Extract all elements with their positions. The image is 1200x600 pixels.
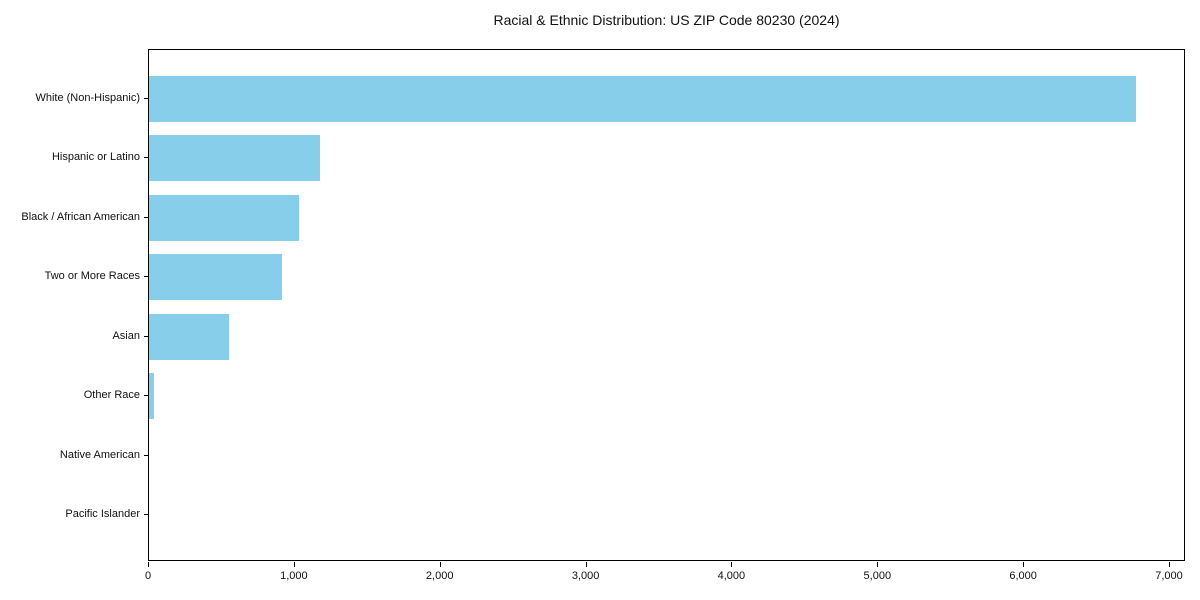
y-tick-mark — [144, 276, 148, 278]
bar-other-race — [149, 373, 155, 420]
x-axis-tick-label: 5,000 — [863, 570, 892, 582]
y-tick-mark — [144, 335, 148, 337]
plot-area — [148, 49, 1185, 561]
x-axis-tick-label: 6,000 — [1009, 570, 1037, 582]
x-axis-tick-label: 7,000 — [1155, 570, 1183, 582]
y-axis-category-label: Native American — [59, 448, 140, 461]
x-tick-mark — [1169, 562, 1170, 567]
x-axis-tick-label: 0 — [144, 570, 152, 582]
x-axis-tick-label: 4,000 — [717, 570, 746, 582]
x-tick-mark — [877, 562, 879, 567]
y-axis-category-label: Other Race — [83, 389, 140, 402]
x-tick-mark — [293, 562, 295, 567]
bar-hispanic-or-latino — [149, 135, 320, 182]
y-tick-mark — [144, 97, 148, 99]
y-axis-category-label: Asian — [112, 329, 140, 342]
x-tick-mark — [148, 562, 149, 567]
y-axis-category-label: Two or More Races — [44, 270, 140, 283]
chart-title: Racial & Ethnic Distribution: US ZIP Cod… — [493, 12, 840, 28]
bar-two-or-more-races — [149, 254, 282, 301]
y-tick-mark — [144, 454, 148, 456]
x-axis-tick-label: 2,000 — [425, 570, 454, 582]
x-axis-tick-label: 1,000 — [280, 570, 308, 582]
bar-asian — [149, 313, 229, 360]
x-tick-mark — [439, 562, 441, 567]
y-axis-category-label: Black / African American — [21, 210, 140, 223]
bar-black-african-american — [149, 194, 300, 241]
y-tick-mark — [144, 514, 148, 516]
y-tick-mark — [144, 216, 148, 218]
x-tick-mark — [585, 562, 587, 567]
x-tick-mark — [731, 562, 733, 567]
y-tick-mark — [144, 157, 148, 159]
x-axis-tick-label: 3,000 — [571, 570, 600, 582]
x-tick-mark — [1023, 562, 1025, 567]
y-axis-category-label: Hispanic or Latino — [51, 151, 140, 164]
y-axis-category-label: White (Non-Hispanic) — [35, 91, 140, 104]
y-axis-category-label: Pacific Islander — [65, 508, 140, 521]
bar-white-non-hispanic — [149, 75, 1137, 122]
y-tick-mark — [144, 395, 148, 397]
